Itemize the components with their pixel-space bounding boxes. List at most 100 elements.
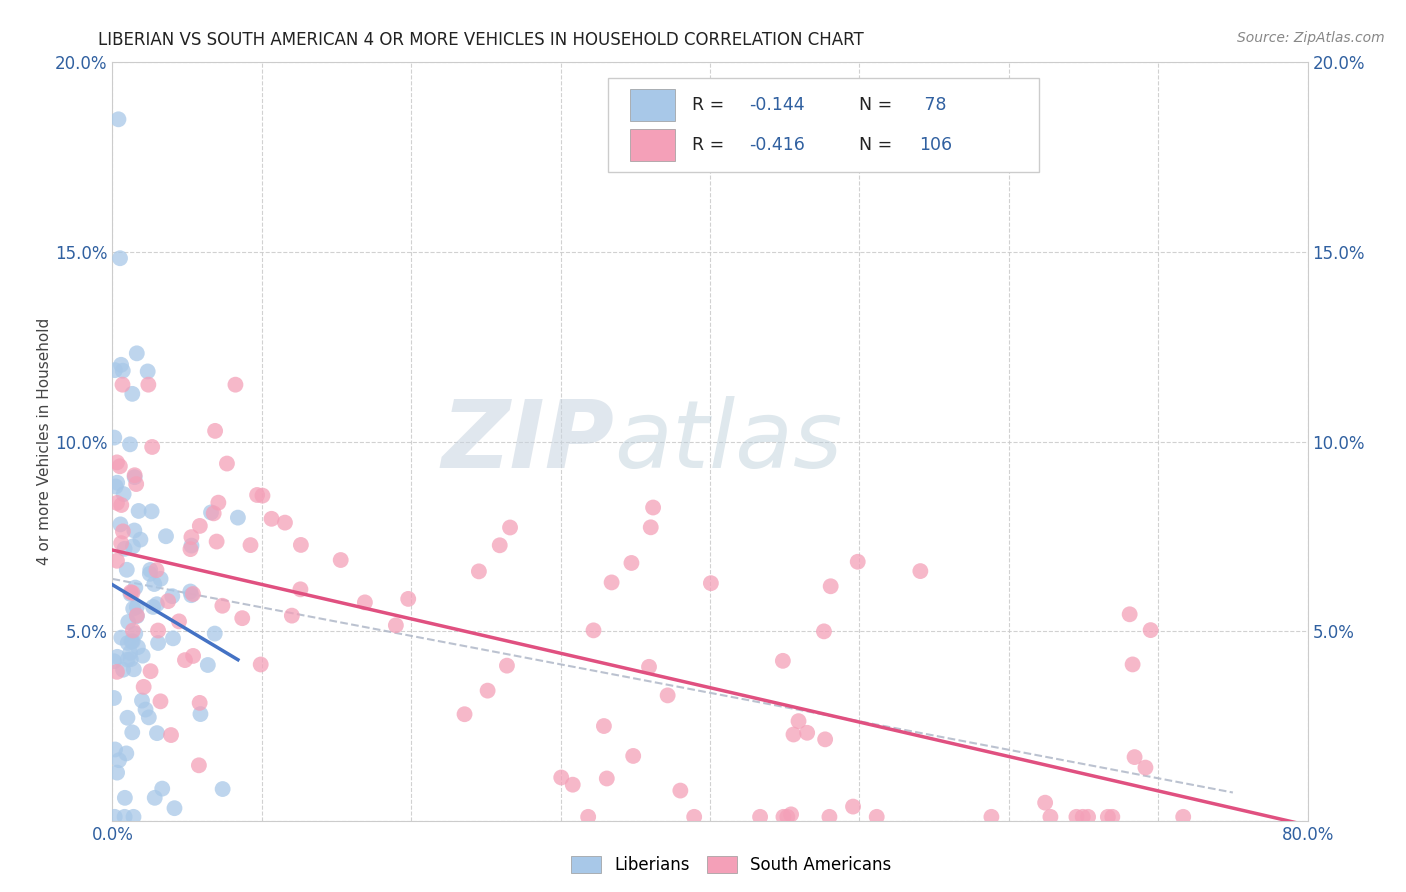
Point (1101, 810, 1123, 824)
Point (188, 696, 211, 710)
Point (260, 512, 283, 526)
Point (582, 624, 605, 638)
Point (180, 530, 202, 544)
Point (204, 626, 226, 640)
Point (114, 810, 136, 824)
Point (190, 707, 212, 722)
Point (499, 520, 522, 534)
Point (124, 581, 146, 595)
Point (110, 631, 132, 645)
Point (141, 504, 163, 518)
Point (488, 538, 510, 552)
Point (107, 112, 129, 127)
Point (281, 608, 304, 623)
Point (787, 714, 810, 728)
Point (818, 810, 841, 824)
Point (117, 636, 139, 650)
Point (122, 540, 145, 554)
Text: ZIP: ZIP (441, 395, 614, 488)
Text: N =: N = (859, 96, 898, 114)
Point (139, 563, 162, 577)
Point (103, 654, 125, 668)
Point (231, 611, 253, 625)
Point (105, 455, 128, 469)
Point (1173, 810, 1195, 824)
Point (700, 576, 723, 591)
Point (239, 538, 262, 552)
Point (187, 758, 209, 772)
Point (181, 587, 204, 601)
Point (139, 664, 162, 678)
Text: N =: N = (859, 136, 898, 154)
Point (155, 529, 177, 543)
Point (1139, 623, 1161, 637)
Point (910, 564, 932, 578)
Point (167, 615, 190, 629)
Point (110, 536, 132, 550)
Point (683, 810, 706, 824)
Point (1077, 810, 1099, 824)
Point (207, 496, 229, 510)
Point (290, 582, 312, 597)
Point (197, 658, 219, 673)
Point (146, 726, 169, 740)
Point (782, 727, 804, 741)
Point (104, 479, 127, 493)
Point (131, 693, 153, 707)
Bar (630, 129, 675, 161)
Point (125, 608, 148, 623)
Point (120, 652, 142, 666)
Point (211, 599, 233, 613)
Text: R =: R = (692, 136, 730, 154)
Point (143, 577, 166, 591)
Point (105, 475, 128, 490)
Point (124, 627, 146, 641)
Point (205, 534, 228, 549)
Point (1135, 761, 1157, 775)
Point (125, 346, 148, 360)
Point (772, 654, 794, 668)
Point (141, 440, 163, 454)
Point (105, 649, 128, 664)
Point (136, 364, 159, 378)
Point (1066, 810, 1088, 824)
Point (249, 657, 271, 672)
Point (117, 711, 139, 725)
Point (643, 500, 665, 515)
Point (477, 683, 499, 698)
Point (121, 634, 143, 648)
Point (124, 470, 146, 484)
Point (1033, 796, 1056, 810)
Point (188, 519, 211, 533)
Point (127, 640, 149, 655)
Point (638, 660, 661, 674)
Point (117, 615, 139, 629)
Point (111, 377, 134, 392)
Point (329, 553, 352, 567)
Point (110, 517, 132, 532)
Point (252, 489, 274, 503)
Point (980, 810, 1002, 824)
Point (453, 707, 475, 722)
Point (1097, 810, 1119, 824)
Point (179, 584, 201, 599)
Point (115, 563, 138, 577)
Point (143, 790, 166, 805)
Point (157, 594, 180, 608)
Point (179, 542, 201, 557)
Point (105, 665, 128, 679)
Point (146, 624, 169, 638)
Point (180, 539, 202, 553)
Point (142, 599, 165, 614)
Point (131, 648, 153, 663)
Point (385, 618, 408, 632)
Y-axis label: 4 or more Vehicles in Household: 4 or more Vehicles in Household (37, 318, 52, 566)
Point (620, 556, 643, 570)
Point (274, 516, 297, 530)
Point (121, 725, 143, 739)
Point (105, 554, 128, 568)
Point (122, 601, 145, 615)
Point (1123, 750, 1146, 764)
Point (813, 624, 835, 639)
Point (160, 728, 183, 742)
